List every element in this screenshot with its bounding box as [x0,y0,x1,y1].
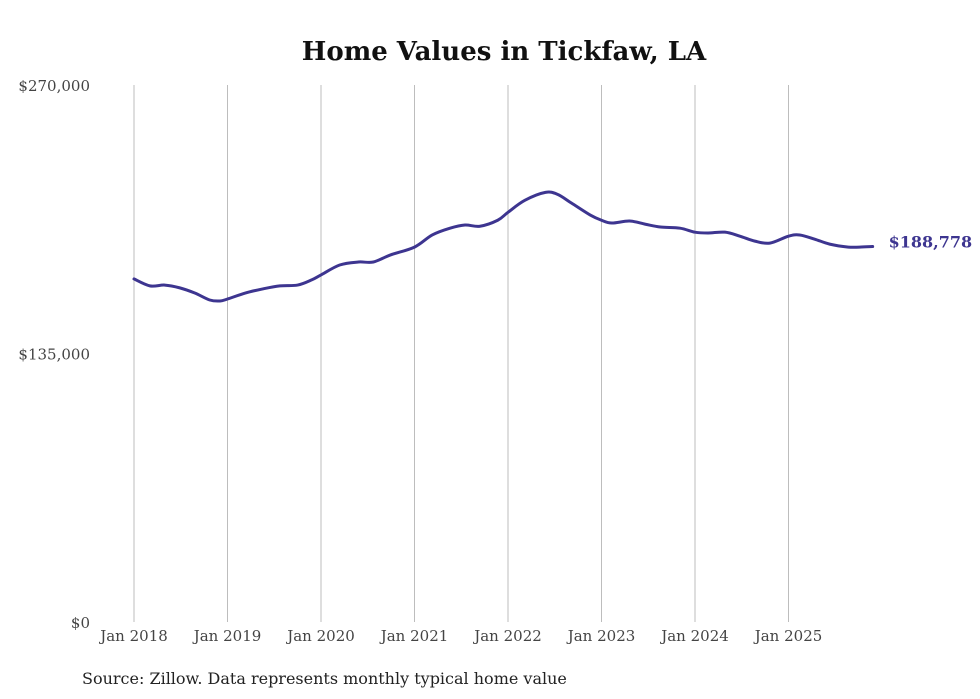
x-tick-label: Jan 2021 [379,627,449,645]
x-tick-label: Jan 2018 [98,627,168,645]
y-tick-label: $0 [71,614,90,632]
x-tick-label: Jan 2020 [285,627,355,645]
x-tick-label: Jan 2023 [566,627,636,645]
series-line-home-value [132,190,875,303]
x-tick-label: Jan 2024 [659,627,729,645]
x-tick-label: Jan 2019 [192,627,262,645]
end-value-label: $188,778 [889,233,973,252]
y-tick-label: $135,000 [18,346,90,364]
x-tick-label: Jan 2022 [472,627,542,645]
x-tick-label: Jan 2025 [753,627,823,645]
chart-title: Home Values in Tickfaw, LA [302,37,707,67]
source-note: Source: Zillow. Data represents monthly … [82,669,567,688]
y-tick-label: $270,000 [18,77,90,95]
